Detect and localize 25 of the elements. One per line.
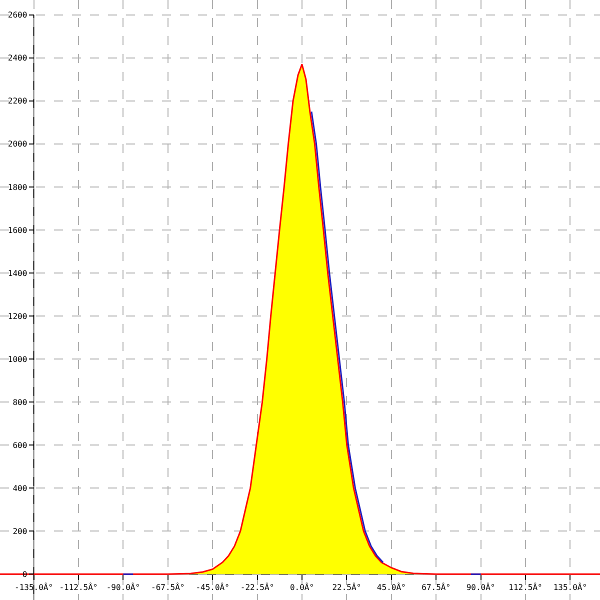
y-tick-label: 1600 [8,226,28,235]
y-tick-label: 2600 [8,10,28,20]
x-tick-label: 0.0Â° [290,582,314,592]
x-tick-label: -112.5Â° [59,582,98,592]
y-tick-label: 200 [12,526,28,536]
y-tick-label: 2000 [8,140,28,149]
y-tick-label: 2200 [8,96,28,106]
y-tick-label: 800 [12,398,28,407]
x-tick-label: -67.5Â° [151,582,185,592]
x-tick-label: -90.0Â° [106,582,140,592]
x-tick-label: 67.5Â° [422,582,451,592]
x-tick-label: 112.5Â° [508,582,542,592]
x-tick-label: -22.5Â° [240,582,274,592]
y-tick-label: 1200 [8,312,28,321]
y-tick-label: 1800 [8,182,28,192]
x-tick-label: 90.0Â° [466,582,496,592]
x-tick-label: 45.0Â° [376,582,406,592]
x-tick-label: -45.0Â° [196,582,230,592]
y-tick-label: 400 [12,484,28,493]
y-tick-label: 1000 [8,354,28,364]
x-tick-label: 135.0Â° [553,582,588,592]
y-tick-label: 1400 [8,268,28,278]
x-tick-label: 22.5Â° [332,582,362,592]
y-tick-label: 600 [12,440,28,450]
y-tick-label: 2400 [8,54,28,63]
